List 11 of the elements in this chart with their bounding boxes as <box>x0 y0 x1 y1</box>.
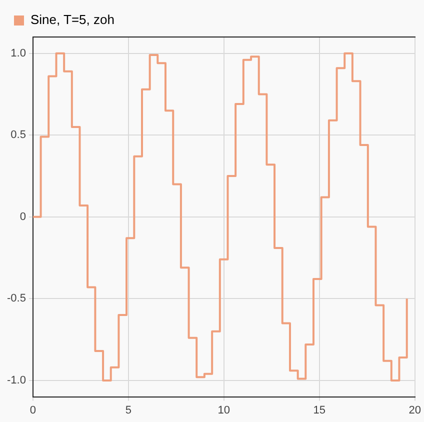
legend-label: Sine, T=5, zoh <box>30 12 114 28</box>
x-tick-label: 5 <box>125 404 132 416</box>
x-tick-label: 0 <box>30 404 36 416</box>
x-tick-label: 10 <box>218 404 230 416</box>
y-tick-label: -0.5 <box>6 292 26 305</box>
y-tick-label: -1.0 <box>6 374 26 386</box>
x-tick-label: 20 <box>408 404 422 416</box>
y-tick-label: 0.5 <box>10 129 26 142</box>
x-tick-label: 15 <box>313 404 326 416</box>
y-tick-label: 1.0 <box>10 47 26 60</box>
y-tick-label: 0 <box>20 210 26 223</box>
